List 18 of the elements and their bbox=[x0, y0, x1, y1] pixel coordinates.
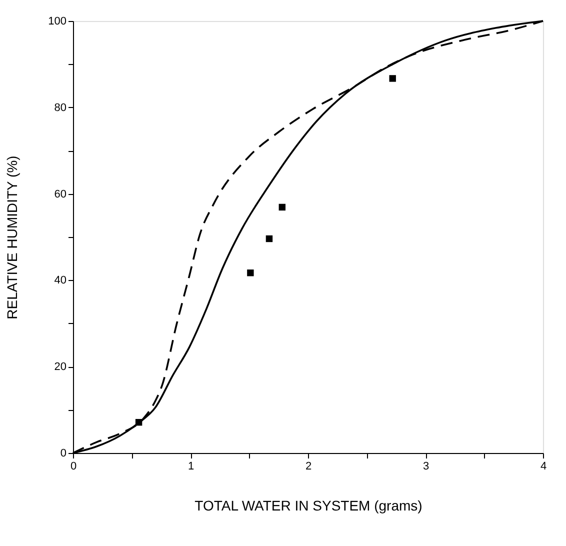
x-tick-label: 4 bbox=[540, 460, 547, 472]
x-tick-label: 1 bbox=[188, 460, 194, 472]
y-tick-label: 60 bbox=[54, 188, 66, 200]
point bbox=[135, 418, 142, 426]
y-tick-label: 80 bbox=[54, 102, 66, 114]
y-tick-label: 40 bbox=[54, 274, 66, 287]
y-tick-label: 0 bbox=[60, 448, 66, 460]
y-tick-label: 100 bbox=[48, 16, 66, 28]
y-axis-title: RELATIVE HUMIDITY (%) bbox=[4, 156, 20, 320]
point bbox=[389, 75, 396, 82]
y-tick-label: 20 bbox=[54, 361, 66, 374]
point bbox=[278, 204, 286, 211]
x-axis-title: TOTAL WATER IN SYSTEM (grams) bbox=[194, 498, 422, 514]
point bbox=[247, 270, 254, 276]
x-tick-label: 3 bbox=[422, 460, 430, 472]
point bbox=[266, 235, 273, 242]
x-tick-label: 2 bbox=[305, 460, 312, 472]
x-tick-label: 0 bbox=[70, 460, 77, 472]
